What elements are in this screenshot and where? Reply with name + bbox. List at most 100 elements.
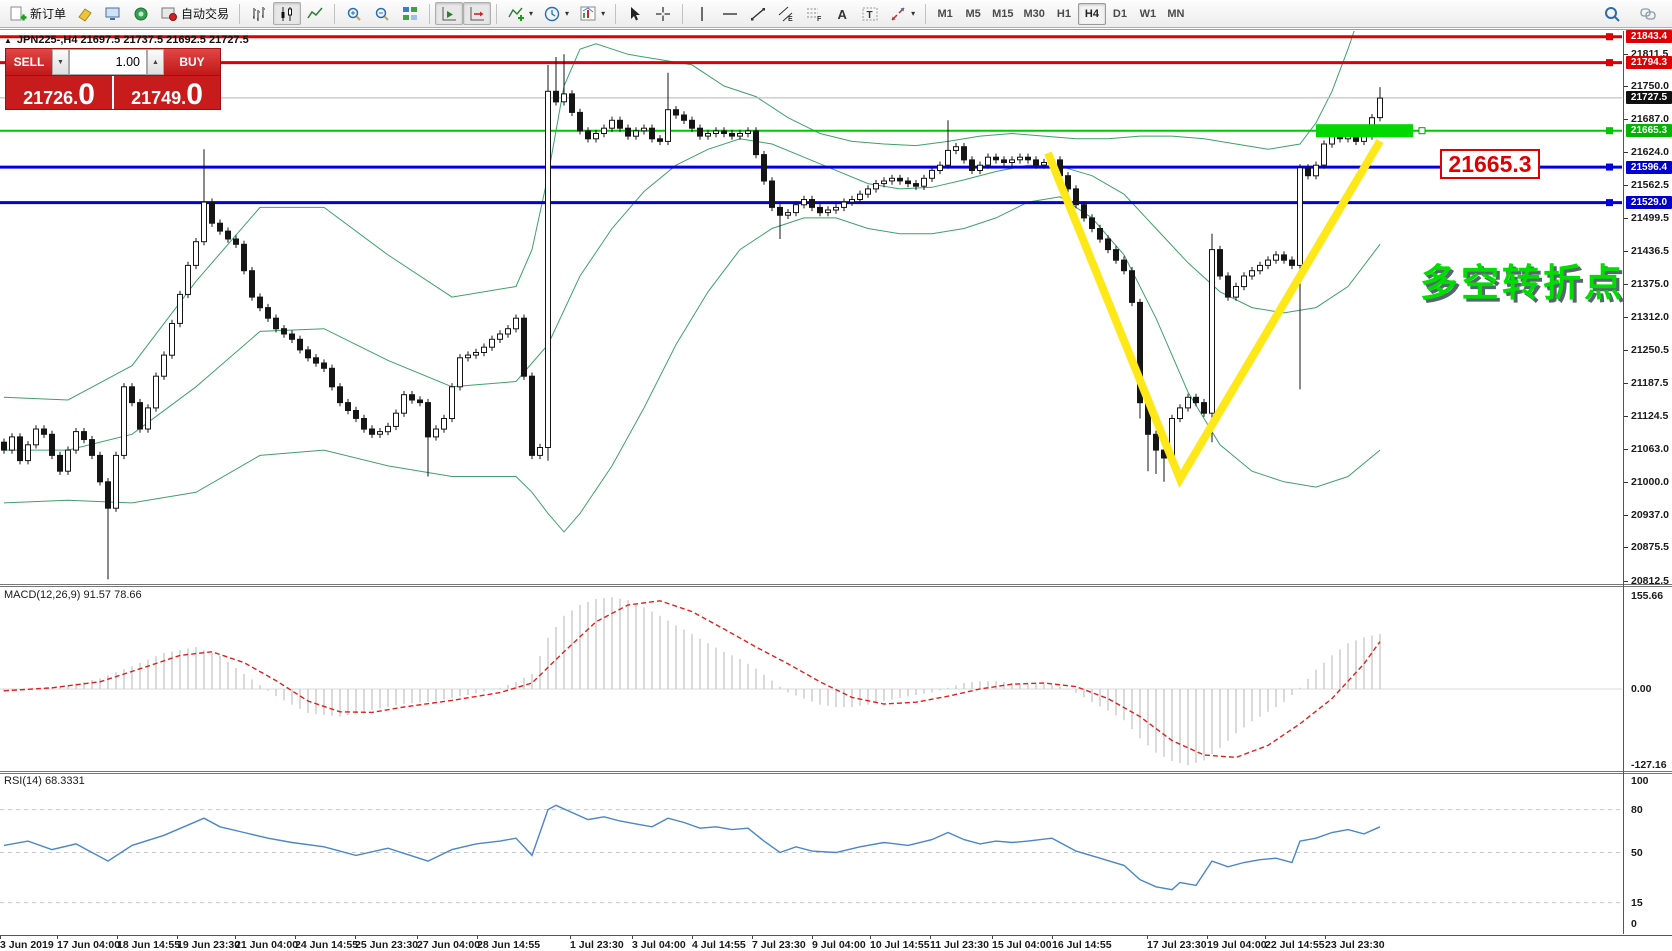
tile-windows-button[interactable] xyxy=(396,2,424,25)
text-label-button[interactable]: T xyxy=(856,2,884,25)
chevron-down-icon[interactable]: ▾ xyxy=(565,9,570,18)
price-tick xyxy=(1624,449,1628,450)
svg-text:T: T xyxy=(867,10,873,21)
price-tick-label: 21375.0 xyxy=(1631,278,1669,290)
bid-dot: . xyxy=(73,88,79,108)
macd-pane-label: MACD(12,26,9) 91.57 78.66 xyxy=(4,589,142,601)
macd-axis-label: 155.66 xyxy=(1631,590,1664,602)
ask-price[interactable]: 21749. 0 xyxy=(112,76,220,110)
time-tick xyxy=(295,936,296,939)
rsi-canvas[interactable] xyxy=(0,773,1622,933)
zoom-out-button[interactable] xyxy=(368,2,396,25)
macd-canvas[interactable] xyxy=(0,587,1622,771)
horizontal-line-button[interactable] xyxy=(716,2,744,25)
price-tick-label: 21063.0 xyxy=(1631,443,1669,455)
price-tick-label: 20875.5 xyxy=(1631,541,1669,553)
macd-axis-label: 0.00 xyxy=(1631,683,1652,695)
timeframe-m5-button[interactable]: M5 xyxy=(965,7,981,20)
search-button[interactable] xyxy=(1598,2,1626,25)
timeframe-mn-button[interactable]: MN xyxy=(1167,7,1185,20)
symbol-ohlc-text: JPN225-,H4 21697.5 21737.5 21692.5 21727… xyxy=(16,34,249,46)
volume-input[interactable] xyxy=(69,49,147,75)
rsi-axis-label: 50 xyxy=(1631,847,1643,859)
green-line-handle[interactable] xyxy=(1418,127,1426,135)
bid-price[interactable]: 21726. 0 xyxy=(6,76,112,110)
main-chart-canvas[interactable] xyxy=(0,31,1622,584)
fibonacci-button[interactable]: F xyxy=(800,2,828,25)
timeframe-m15-button[interactable]: M15 xyxy=(992,7,1014,20)
sell-button[interactable]: SELL xyxy=(6,49,52,75)
price-axis[interactable]: 21811.5 21750.0 21687.0 21624.0 21562.5 21499… xyxy=(1623,30,1672,934)
crosshair-button[interactable] xyxy=(649,2,677,25)
time-tick xyxy=(0,936,1,939)
toolbar-separator xyxy=(615,3,617,24)
periods-icon xyxy=(543,5,561,23)
timeframe-h4-button[interactable]: H4 xyxy=(1077,2,1106,25)
time-tick-label: 24 Jun 14:55 xyxy=(295,939,359,951)
timeframe-m1-button[interactable]: M1 xyxy=(937,7,953,20)
chevron-down-icon[interactable]: ▾ xyxy=(601,9,606,18)
community-button[interactable] xyxy=(1634,2,1662,25)
line-end-marker[interactable] xyxy=(1606,127,1613,135)
candlestick-chart-button[interactable] xyxy=(273,2,302,25)
time-tick-label: 3 Jul 04:00 xyxy=(632,939,686,951)
line-end-marker[interactable] xyxy=(1606,59,1613,67)
community-icon xyxy=(1639,5,1657,23)
timeframe-w1-button[interactable]: W1 xyxy=(1139,7,1157,20)
line-end-marker[interactable] xyxy=(1606,33,1613,41)
arrows-button[interactable]: ▾ xyxy=(884,2,920,25)
auto-scroll-button[interactable] xyxy=(435,2,464,25)
toolbar-separator xyxy=(925,3,927,24)
timeframe-h1-button[interactable]: H1 xyxy=(1056,7,1071,20)
indicators-button[interactable]: ▾ xyxy=(502,2,538,25)
pane-separator[interactable] xyxy=(0,584,1672,587)
price-tick xyxy=(1624,251,1628,252)
buy-button[interactable]: BUY xyxy=(164,49,220,75)
line-chart-button[interactable] xyxy=(301,2,329,25)
rsi-axis-label: 100 xyxy=(1631,775,1649,787)
oneclick-collapse-icon[interactable]: ▲ xyxy=(4,35,12,45)
volume-up-button[interactable]: ▲ xyxy=(147,49,164,75)
time-axis[interactable]: 3 Jun 2019 17 Jun 04:00 18 Jun 14:55 19 Jun… xyxy=(0,935,1672,951)
autotrading-button[interactable]: 自动交易 xyxy=(155,2,234,25)
autotrading-label: 自动交易 xyxy=(181,7,230,21)
metaeditor-button[interactable] xyxy=(71,2,99,25)
bar-chart-button[interactable] xyxy=(245,2,273,25)
timeframe-d1-button[interactable]: D1 xyxy=(1112,7,1127,20)
pane-separator[interactable] xyxy=(0,771,1672,774)
chevron-down-icon[interactable]: ▾ xyxy=(529,9,534,18)
price-tick-label: 21499.5 xyxy=(1631,212,1669,224)
yellow-v-trendline[interactable] xyxy=(1044,138,1384,488)
line-end-marker[interactable] xyxy=(1606,199,1613,207)
new-order-button[interactable]: 新订单 xyxy=(4,2,71,25)
text-button[interactable]: A xyxy=(828,2,856,25)
time-tick xyxy=(57,936,58,939)
symbol-info-bar: ▲ JPN225-,H4 21697.5 21737.5 21692.5 217… xyxy=(4,34,249,46)
zoom-in-button[interactable] xyxy=(340,2,368,25)
vertical-line-button[interactable] xyxy=(688,2,716,25)
chart-shift-button[interactable] xyxy=(463,2,492,25)
line-chart-icon xyxy=(306,5,324,23)
toolbar-right-icons xyxy=(1598,2,1668,25)
green-highlight-bar[interactable] xyxy=(1316,124,1413,138)
navigator-button[interactable] xyxy=(127,2,155,25)
equidistant-channel-button[interactable]: E xyxy=(772,2,800,25)
zoom-out-icon xyxy=(373,5,391,23)
price-tick-label: 20937.0 xyxy=(1631,509,1669,521)
chevron-down-icon[interactable]: ▾ xyxy=(911,9,916,18)
bollinger-upper xyxy=(3,31,1355,401)
cursor-button[interactable] xyxy=(621,2,649,25)
price-tick xyxy=(1624,185,1628,186)
price-badge: 21843.4 xyxy=(1626,30,1672,43)
market-watch-button[interactable] xyxy=(99,2,127,25)
line-end-marker[interactable] xyxy=(1606,163,1613,171)
templates-button[interactable]: ▾ xyxy=(574,2,610,25)
toolbar-separator xyxy=(496,3,498,24)
price-tick xyxy=(1624,350,1628,351)
rsi-line xyxy=(3,804,1381,891)
periods-button[interactable]: ▾ xyxy=(538,2,574,25)
price-callout-box: 21665.3 xyxy=(1440,149,1540,179)
trendline-button[interactable] xyxy=(744,2,772,25)
timeframe-m30-button[interactable]: M30 xyxy=(1023,7,1045,20)
volume-down-button[interactable]: ▼ xyxy=(52,49,69,75)
